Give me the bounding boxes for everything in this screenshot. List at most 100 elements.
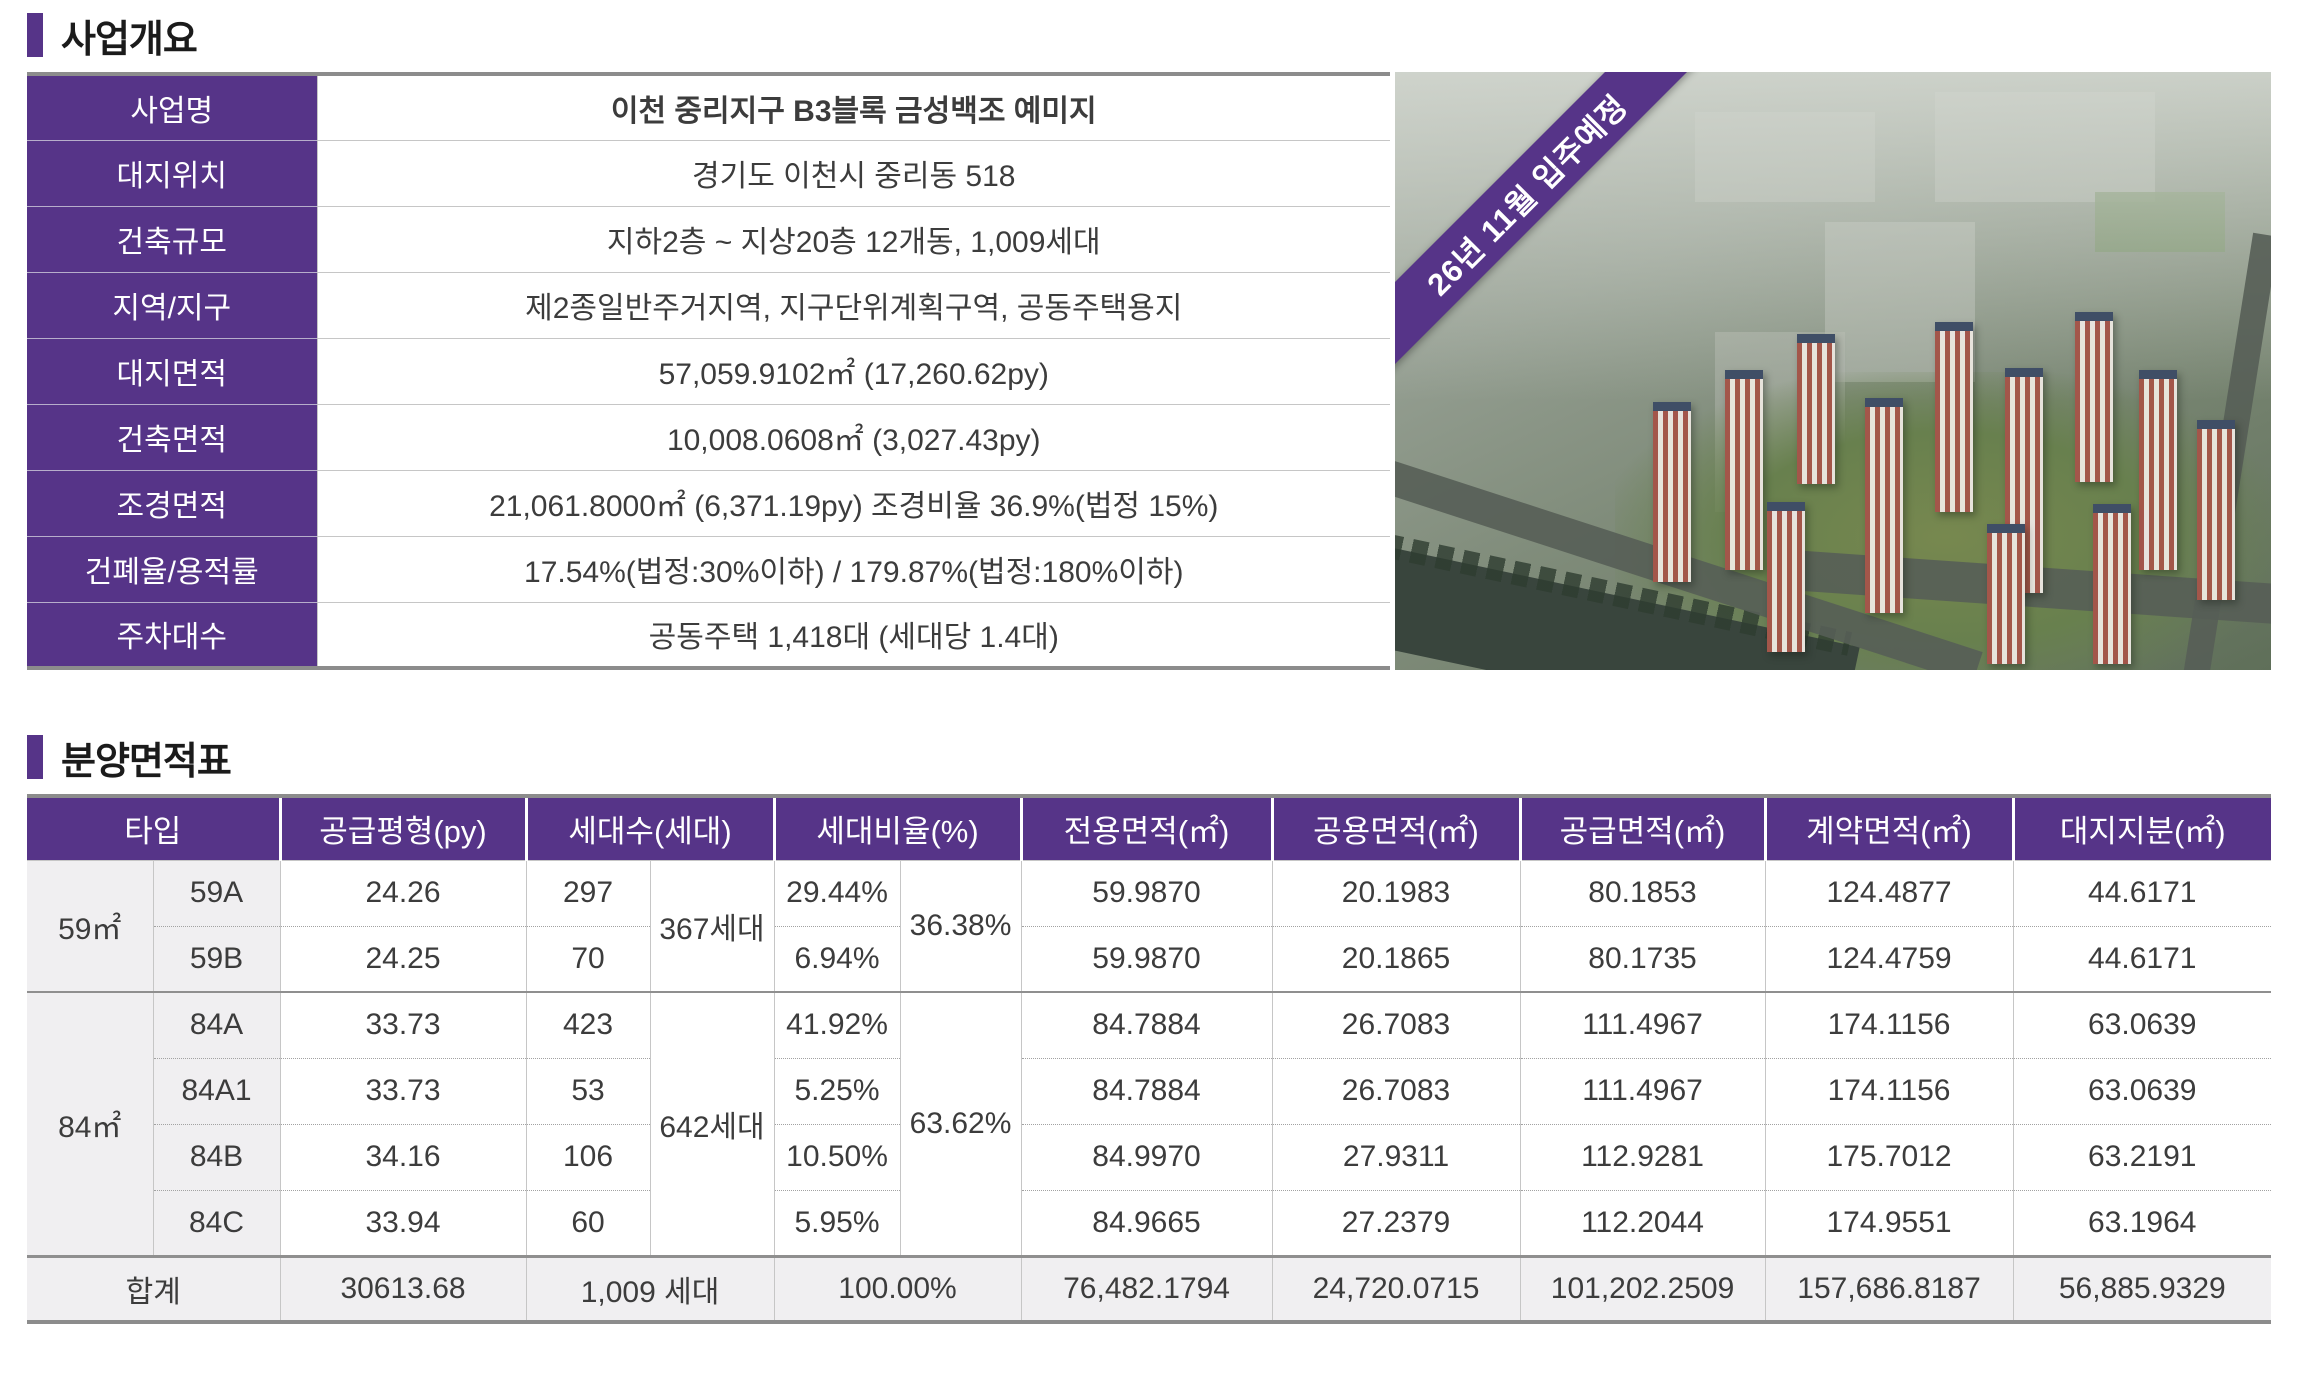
- overview-section-title: 사업개요: [27, 8, 2271, 62]
- cell-group-label: 84㎡: [27, 991, 153, 1256]
- cell-py: 24.25: [279, 925, 527, 992]
- site-aerial-photo: 26년 11월 입주예정: [1395, 72, 2271, 670]
- area-total-row: 합계 30613.68 1,009 세대 100.00% 76,482.1794…: [27, 1254, 2272, 1322]
- overview-row-label: 건폐율/용적률: [27, 535, 317, 602]
- total-contract: 157,686.8187: [1764, 1254, 2014, 1322]
- building-shape: [1935, 322, 1973, 512]
- area-section-title: 분양면적표: [27, 730, 2271, 784]
- table-row: 주차대수 공동주택 1,418대 (세대당 1.4대): [27, 601, 1390, 668]
- total-py: 30613.68: [279, 1254, 527, 1322]
- cell-type: 84C: [152, 1189, 281, 1256]
- cell-group-households: 367세대: [649, 860, 775, 992]
- cell-exclusive: 59.9870: [1020, 860, 1273, 926]
- cell-type: 84B: [152, 1123, 281, 1190]
- cell-ratio: 41.92%: [773, 991, 901, 1058]
- overview-row-label: 건축규모: [27, 205, 317, 272]
- cell-exclusive: 84.7884: [1020, 1057, 1273, 1124]
- overview-row-value: 공동주택 1,418대 (세대당 1.4대): [316, 601, 1390, 668]
- header-common: 공용면적(㎡): [1270, 796, 1521, 861]
- cell-count: 70: [525, 925, 651, 992]
- cell-land: 44.6171: [2012, 860, 2272, 926]
- cell-ratio: 6.94%: [773, 925, 901, 992]
- total-supply: 101,202.2509: [1519, 1254, 1766, 1322]
- cell-contract: 124.4877: [1764, 860, 2014, 926]
- cell-group-ratio: 63.62%: [899, 991, 1022, 1256]
- area-table: 타입 공급평형(py) 세대수(세대) 세대비율(%) 전용면적(㎡) 공용면적…: [27, 794, 2272, 1324]
- cell-land: 63.0639: [2012, 991, 2272, 1058]
- overview-row-value: 경기도 이천시 중리동 518: [316, 139, 1390, 206]
- building-shape: [1767, 502, 1805, 652]
- table-row: 건축면적 10,008.0608㎡ (3,027.43py): [27, 403, 1390, 470]
- area-title: 분양면적표: [61, 740, 232, 783]
- overview-row-label: 지역/지구: [27, 271, 317, 338]
- cell-ratio: 10.50%: [773, 1123, 901, 1190]
- building-shape: [2093, 504, 2131, 664]
- overview-row-value: 지하2층 ~ 지상20층 12개동, 1,009세대: [316, 205, 1390, 272]
- overview-row-label: 사업명: [27, 74, 317, 140]
- cell-supply: 80.1853: [1519, 860, 1766, 926]
- cell-common: 27.9311: [1271, 1123, 1521, 1190]
- cell-ratio: 5.25%: [773, 1057, 901, 1124]
- cell-py: 33.73: [279, 1057, 527, 1124]
- overview-row-value: 17.54%(법정:30%이하) / 179.87%(법정:180%이하): [316, 535, 1390, 602]
- cell-py: 33.94: [279, 1189, 527, 1256]
- overview-row-value: 57,059.9102㎡ (17,260.62py): [316, 337, 1390, 404]
- project-name-value: 이천 중리지구 B3블록 금성백조 예미지: [316, 74, 1390, 140]
- table-row: 사업명 이천 중리지구 B3블록 금성백조 예미지: [27, 74, 1390, 140]
- cell-count: 60: [525, 1189, 651, 1256]
- cell-group-label: 59㎡: [27, 860, 153, 992]
- building-shape: [1797, 334, 1835, 484]
- overview-row-label: 주차대수: [27, 601, 317, 668]
- table-row: 대지위치 경기도 이천시 중리동 518: [27, 139, 1390, 206]
- cell-type: 84A: [152, 991, 281, 1058]
- cell-ratio: 29.44%: [773, 860, 901, 926]
- cell-land: 63.0639: [2012, 1057, 2272, 1124]
- title-accent-bar: [27, 735, 43, 779]
- cell-py: 34.16: [279, 1123, 527, 1190]
- overview-row-label: 대지위치: [27, 139, 317, 206]
- header-ratio: 세대비율(%): [772, 796, 1022, 861]
- area-header-row: 타입 공급평형(py) 세대수(세대) 세대비율(%) 전용면적(㎡) 공용면적…: [27, 796, 2272, 861]
- cell-land: 63.2191: [2012, 1123, 2272, 1190]
- table-row: 대지면적 57,059.9102㎡ (17,260.62py): [27, 337, 1390, 404]
- building-shape: [2139, 370, 2177, 570]
- building-shape: [1987, 524, 2025, 664]
- cell-count: 297: [525, 860, 651, 926]
- overview-row-label: 건축면적: [27, 403, 317, 470]
- cell-py: 24.26: [279, 860, 527, 926]
- total-exclusive: 76,482.1794: [1020, 1254, 1273, 1322]
- building-shape: [2197, 420, 2235, 600]
- total-land: 56,885.9329: [2012, 1254, 2272, 1322]
- area-row: 59B 24.25 70 6.94% 59.9870 20.1865 80.17…: [27, 925, 2272, 992]
- total-label: 합계: [27, 1254, 281, 1322]
- area-row: 59㎡ 59A 24.26 297 367세대 29.44% 36.38% 59…: [27, 860, 2272, 992]
- overview-block: 사업명 이천 중리지구 B3블록 금성백조 예미지 대지위치 경기도 이천시 중…: [27, 72, 2271, 670]
- total-common: 24,720.0715: [1271, 1254, 1521, 1322]
- header-supply: 공급면적(㎡): [1518, 796, 1766, 861]
- overview-row-value: 제2종일반주거지역, 지구단위계획구역, 공동주택용지: [316, 271, 1390, 338]
- cell-group-households: 642세대: [649, 991, 775, 1256]
- building-shape: [1865, 398, 1903, 613]
- header-contract: 계약면적(㎡): [1763, 796, 2014, 861]
- cell-type: 84A1: [152, 1057, 281, 1124]
- table-row: 건축규모 지하2층 ~ 지상20층 12개동, 1,009세대: [27, 205, 1390, 272]
- cell-exclusive: 84.9970: [1020, 1123, 1273, 1190]
- cell-contract: 174.1156: [1764, 1057, 2014, 1124]
- cell-common: 27.2379: [1271, 1189, 1521, 1256]
- header-py: 공급평형(py): [278, 796, 527, 861]
- page: 사업개요 사업명 이천 중리지구 B3블록 금성백조 예미지 대지위치 경기도 …: [27, 8, 2272, 1324]
- cell-count: 423: [525, 991, 651, 1058]
- header-exclusive: 전용면적(㎡): [1019, 796, 1273, 861]
- header-count: 세대수(세대): [524, 796, 775, 861]
- cell-exclusive: 84.9665: [1020, 1189, 1273, 1256]
- cell-common: 20.1983: [1271, 860, 1521, 926]
- header-land: 대지지분(㎡): [2011, 796, 2272, 861]
- cell-ratio: 5.95%: [773, 1189, 901, 1256]
- title-accent-bar: [27, 13, 43, 57]
- cell-type: 59B: [152, 925, 281, 992]
- cell-count: 106: [525, 1123, 651, 1190]
- cell-supply: 111.4967: [1519, 1057, 1766, 1124]
- building-shape: [1725, 370, 1763, 570]
- cell-py: 33.73: [279, 991, 527, 1058]
- cell-contract: 175.7012: [1764, 1123, 2014, 1190]
